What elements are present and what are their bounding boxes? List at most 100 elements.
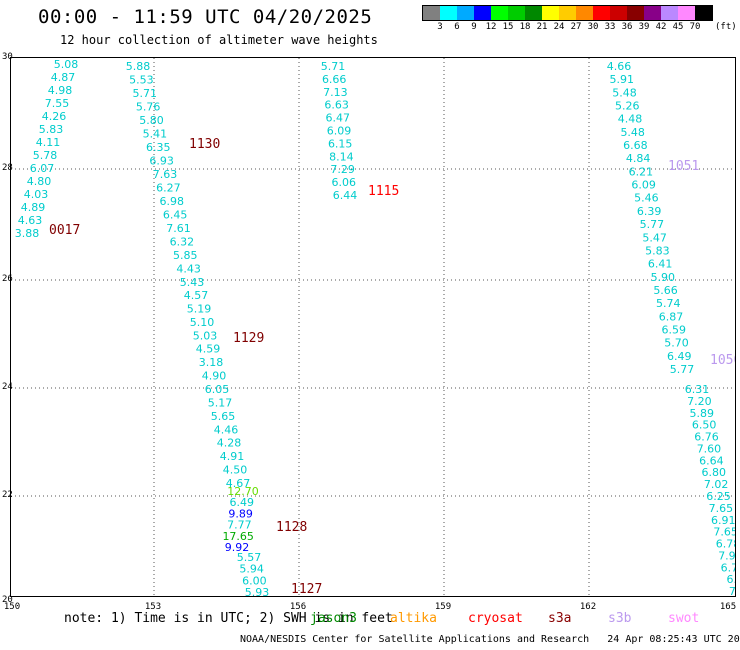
wave-height-reading: 5.66	[653, 284, 678, 297]
wave-height-reading: 6.41	[648, 258, 673, 271]
wave-height-reading: 6.50	[692, 419, 717, 432]
wave-height-reading: 4.46	[214, 423, 239, 436]
wave-height-reading: 5.17	[208, 396, 233, 409]
wave-height-reading: 5.93	[245, 586, 270, 596]
wave-height-reading: 5.83	[39, 123, 64, 136]
pass-time-label: 1051	[668, 159, 699, 174]
colorbar-tick-label: 6	[454, 22, 460, 32]
colorbar-tick-label: 39	[638, 22, 650, 32]
longitude-tick-label: 165	[719, 602, 737, 612]
colorbar-tick-label: 30	[587, 22, 599, 32]
wave-height-reading: 4.80	[27, 175, 52, 188]
wave-height-reading: 6.76	[694, 431, 719, 444]
pass-time-label: 1130	[189, 137, 220, 152]
map-title: 00:00 - 11:59 UTC 04/20/2025	[38, 6, 373, 28]
wave-height-reading: 5.43	[180, 276, 205, 289]
colorbar-swatch	[576, 6, 593, 20]
latitude-tick-label: 22	[2, 490, 13, 500]
wave-height-reading: 4.87	[51, 71, 76, 84]
wave-height-reading: 7.77	[227, 519, 252, 532]
wave-height-reading: 5.94	[239, 563, 264, 576]
wave-height-reading: 3.18	[199, 356, 224, 369]
longitude-tick-label: 150	[3, 602, 21, 612]
colorbar-tick-label: 70	[689, 22, 701, 32]
map-subtitle: 12 hour collection of altimeter wave hei…	[60, 33, 378, 47]
wave-height-reading: 5.53	[129, 74, 154, 87]
wave-height-reading: 4.48	[618, 113, 643, 126]
colorbar-swatch	[610, 6, 627, 20]
wave-height-reading: 6.0	[726, 573, 735, 586]
wave-height-reading: 4.89	[21, 201, 46, 214]
wave-height-reading: 4.67	[226, 477, 251, 490]
latitude-tick-label: 30	[2, 52, 13, 62]
latitude-tick-label: 28	[2, 163, 13, 173]
pass-time-label: 1129	[233, 331, 264, 346]
wave-height-reading: 6.49	[667, 350, 692, 363]
wave-height-reading: 6.39	[637, 205, 662, 218]
colorbar-swatch	[678, 6, 695, 20]
colorbar-tick-label: 18	[519, 22, 531, 32]
wave-height-reading: 5.48	[612, 86, 637, 99]
wave-height-reading: 5.47	[642, 231, 667, 244]
wave-height-reading: 5.26	[615, 100, 640, 113]
wave-height-reading: 9.92	[225, 541, 250, 554]
colorbar-tick-label: 42	[655, 22, 667, 32]
legend-satellite-swot: swot	[668, 611, 700, 626]
colorbar-swatch	[440, 6, 457, 20]
wave-height-reading: 7.94	[718, 549, 735, 562]
colorbar-swatch	[491, 6, 508, 20]
wave-height-reading: 4.98	[48, 84, 73, 97]
wave-height-reading: 6.78	[716, 538, 735, 551]
wave-height-reading: 5.46	[634, 192, 659, 205]
wave-height-reading: 7.02	[704, 478, 729, 491]
colorbar-swatch	[644, 6, 661, 20]
wave-height-reading: 5.90	[651, 271, 676, 284]
legend-satellite-altika: altika	[390, 611, 437, 626]
pass-time-label: 1115	[368, 184, 399, 199]
colorbar-swatch	[593, 6, 610, 20]
wave-height-reading: 6.31	[685, 383, 710, 396]
colorbar-swatch	[661, 6, 678, 20]
wave-height-reading: 6.98	[160, 195, 185, 208]
colorbar-tick-label: 27	[570, 22, 582, 32]
colorbar-swatch	[627, 6, 644, 20]
wave-height-reading: 5.78	[33, 149, 58, 162]
colorbar-swatch	[423, 6, 440, 20]
wave-height-colorbar	[422, 5, 713, 21]
wave-height-reading: 6.21	[629, 165, 654, 178]
wave-height-reading: 6.59	[662, 323, 687, 336]
wave-height-reading: 5.80	[139, 114, 164, 127]
wave-height-reading: 5.65	[211, 410, 236, 423]
wave-height-reading: 4.84	[626, 152, 651, 165]
colorbar-tick-label: 21	[536, 22, 548, 32]
colorbar-tick-label: 3	[437, 22, 443, 32]
wave-height-reading: 6.44	[333, 189, 358, 202]
wave-height-reading: 5.70	[664, 337, 689, 350]
wave-height-reading: 6.25	[706, 490, 731, 503]
wave-height-reading: 7.65	[713, 526, 735, 539]
wave-height-reading: 6.91	[711, 514, 735, 527]
pass-time-label: 1127	[291, 582, 322, 596]
wave-height-reading: 5.77	[670, 363, 695, 376]
wave-height-reading: 3.88	[15, 227, 40, 240]
wave-height-reading: 7.20	[687, 395, 712, 408]
wave-height-reading: 5.71	[321, 60, 346, 73]
wave-height-reading: 4.91	[220, 450, 245, 463]
wave-height-reading: 6.45	[163, 209, 188, 222]
wave-height-reading: 6.05	[205, 383, 230, 396]
colorbar-swatch	[525, 6, 542, 20]
wave-height-reading: 12.70	[227, 485, 259, 498]
wave-height-reading: 6.07	[30, 162, 55, 175]
wave-height-reading: 7.60	[697, 442, 722, 455]
colorbar-swatch	[474, 6, 491, 20]
wave-height-reading: 5.76	[136, 101, 161, 114]
longitude-tick-label: 153	[144, 602, 162, 612]
pass-time-label: 1128	[276, 520, 307, 535]
legend-satellite-cryosat: cryosat	[468, 611, 523, 626]
colorbar-swatch	[559, 6, 576, 20]
wave-height-reading: 6.80	[701, 466, 726, 479]
colorbar-tick-label: 15	[502, 22, 514, 32]
wave-height-reading: 5.48	[620, 126, 645, 139]
longitude-tick-label: 156	[289, 602, 307, 612]
wave-height-reading: 6.32	[170, 236, 195, 249]
